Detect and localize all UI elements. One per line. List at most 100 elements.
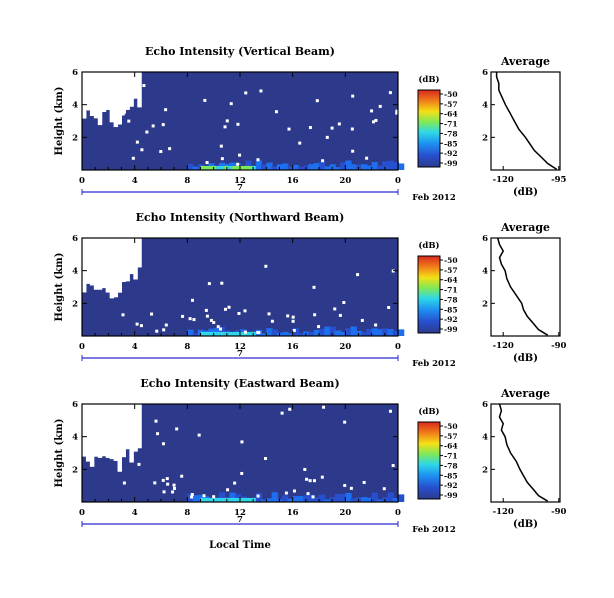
no-data-cell bbox=[162, 328, 166, 332]
no-data-cell bbox=[356, 273, 360, 277]
no-data-cell bbox=[207, 282, 211, 286]
y-axis-label: Height (km) bbox=[54, 253, 65, 322]
no-data-cell bbox=[129, 404, 134, 463]
echo-cell bbox=[340, 493, 347, 502]
no-data-cell bbox=[220, 157, 224, 161]
echo-cell bbox=[212, 497, 217, 502]
echo-cell bbox=[224, 497, 229, 502]
no-data-cell bbox=[312, 479, 316, 483]
colorbar-tick-label: -50 bbox=[444, 256, 458, 265]
no-data-cell bbox=[270, 319, 274, 323]
y-tick-label: 2 bbox=[72, 299, 78, 309]
no-data-cell bbox=[117, 72, 122, 125]
y-axis-label: Height (km) bbox=[54, 87, 65, 156]
no-data-cell bbox=[330, 126, 334, 130]
echo-cell bbox=[192, 166, 199, 170]
no-data-cell bbox=[131, 156, 135, 160]
echo-cell bbox=[376, 499, 384, 502]
x-tick-label: 4 bbox=[132, 176, 138, 186]
no-data-cell bbox=[362, 480, 366, 484]
no-data-cell bbox=[321, 159, 325, 163]
echo-cell bbox=[350, 326, 357, 336]
x-tick-label: 16 bbox=[287, 342, 299, 352]
y-tick-label: 6 bbox=[72, 400, 78, 410]
y-tick-label: 4 bbox=[72, 101, 78, 111]
colorbar-tick-label: -99 bbox=[444, 159, 458, 168]
echo-cell bbox=[236, 331, 241, 336]
echo-cell bbox=[398, 494, 405, 502]
no-data-cell bbox=[370, 109, 374, 113]
no-data-cell bbox=[264, 457, 268, 461]
no-data-cell bbox=[372, 120, 376, 124]
no-data-cell bbox=[154, 419, 158, 423]
no-data-cell bbox=[391, 464, 395, 468]
echo-cell bbox=[232, 497, 237, 502]
echo-cell bbox=[361, 332, 368, 336]
colorbar bbox=[417, 255, 441, 334]
colorbar-tick-label: -92 bbox=[444, 149, 458, 158]
no-data-cell bbox=[137, 404, 142, 449]
avg-x-tick-label: -120 bbox=[493, 507, 514, 517]
no-data-cell bbox=[313, 313, 317, 317]
no-data-cell bbox=[105, 72, 111, 110]
no-data-cell bbox=[109, 72, 115, 123]
avg-y-tick-label: 6 bbox=[482, 68, 488, 78]
echo-cell bbox=[212, 331, 217, 336]
colorbar bbox=[417, 89, 441, 168]
no-data-cell bbox=[161, 123, 165, 127]
no-data-cell bbox=[133, 72, 138, 99]
colorbar-tick-label: -50 bbox=[444, 422, 458, 431]
no-data-cell bbox=[284, 491, 288, 495]
no-data-cell bbox=[89, 238, 95, 286]
echo-cell bbox=[366, 328, 373, 336]
no-data-cell bbox=[343, 420, 347, 424]
no-data-cell bbox=[291, 319, 295, 323]
x-tick-label: 20 bbox=[339, 342, 351, 352]
average-profile: Average 2 4 6 -120 -90 (dB) bbox=[482, 387, 566, 530]
no-data-cell bbox=[219, 327, 223, 331]
month-label: Feb 2012 bbox=[412, 193, 456, 203]
colorbar-tick-label: -85 bbox=[444, 305, 458, 314]
echo-cell bbox=[398, 163, 405, 170]
y-tick-label: 4 bbox=[72, 433, 78, 443]
echo-cell bbox=[292, 496, 299, 502]
no-data-cell bbox=[205, 314, 209, 318]
no-data-cell bbox=[180, 474, 184, 478]
no-data-cell bbox=[212, 495, 216, 499]
no-data-cell bbox=[109, 238, 115, 299]
echo-cell bbox=[313, 163, 320, 170]
no-data-cell bbox=[142, 84, 146, 88]
avg-y-tick-label: 2 bbox=[482, 133, 488, 143]
no-data-cell bbox=[117, 404, 122, 472]
x-tick-label: 16 bbox=[287, 176, 299, 186]
date-label: 7 bbox=[237, 349, 243, 359]
panel-3: Echo Intensity (Eastward Beam) 0 4 8 12 16 20 0… bbox=[54, 377, 567, 535]
no-data-cell bbox=[267, 312, 271, 316]
no-data-cell bbox=[133, 404, 138, 452]
echo-cell bbox=[216, 497, 221, 502]
echo-cell bbox=[287, 498, 294, 502]
avg-x-tick-label: -120 bbox=[493, 175, 514, 185]
echo-cell bbox=[303, 495, 310, 502]
no-data-cell bbox=[133, 238, 138, 280]
no-data-cell bbox=[125, 238, 130, 282]
echo-cell bbox=[361, 497, 368, 502]
no-data-cell bbox=[256, 494, 260, 498]
no-data-region bbox=[82, 72, 399, 166]
echo-cell bbox=[313, 329, 320, 336]
no-data-cell bbox=[121, 404, 126, 458]
echo-cell bbox=[371, 328, 378, 336]
echo-cell bbox=[392, 162, 399, 170]
echo-cell bbox=[392, 331, 399, 336]
echo-cell bbox=[324, 166, 331, 170]
no-data-cell bbox=[286, 314, 290, 318]
no-data-cell bbox=[311, 495, 315, 499]
no-data-cell bbox=[387, 306, 391, 310]
no-data-cell bbox=[165, 477, 169, 481]
echo-cell bbox=[345, 160, 352, 170]
no-data-cell bbox=[121, 313, 125, 317]
no-data-cell bbox=[159, 150, 163, 154]
panel-title: Echo Intensity (Vertical Beam) bbox=[145, 45, 335, 58]
avg-x-tick-label: -90 bbox=[551, 341, 566, 351]
heatmap bbox=[82, 404, 405, 502]
